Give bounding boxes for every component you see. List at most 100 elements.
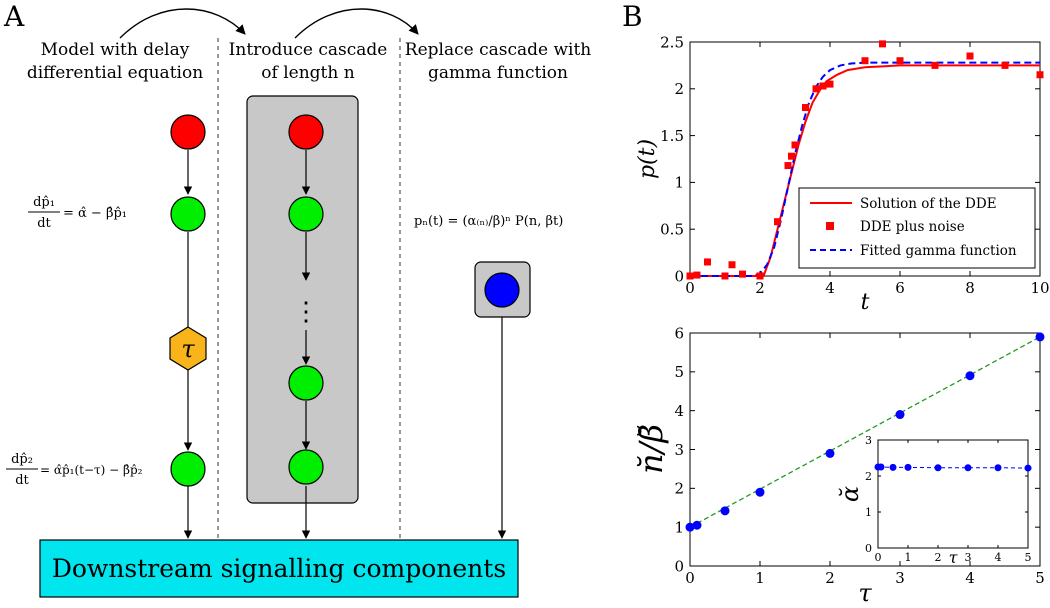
- green-node-c2-1: [288, 196, 324, 232]
- inset-point: [904, 463, 912, 471]
- noise-point: [812, 85, 820, 93]
- inset-ytick-label: 0: [865, 542, 872, 555]
- top-xtick-label: 4: [825, 279, 835, 297]
- noise-point: [802, 104, 809, 112]
- legend-swatch-noise: [826, 222, 834, 230]
- bottom-ytick-label: 2: [674, 480, 684, 498]
- noise-point: [728, 261, 736, 269]
- noise-point: [879, 40, 886, 48]
- col1-title-line2: differential equation: [27, 63, 203, 83]
- top-ytick-label: 1.5: [660, 127, 684, 145]
- ratio-point: [685, 522, 695, 532]
- downstream-box: [39, 539, 519, 598]
- noise-point: [704, 258, 711, 266]
- noise-point: [739, 270, 746, 278]
- inset-series: [874, 463, 1032, 472]
- ratio-point: [965, 371, 975, 381]
- bottom-ytick-label: 5: [674, 363, 684, 381]
- inset-ytick-label: 1: [865, 506, 872, 519]
- noise-point: [966, 52, 974, 60]
- series-gamma-line: [690, 61, 1040, 277]
- green-node-c1-bottom: [170, 451, 206, 487]
- legend-label-solution: Solution of the DDE: [860, 196, 997, 212]
- noise-point: [826, 80, 834, 88]
- panel-a: A Model with delay differential equation…: [3, 0, 592, 598]
- fit-line: [689, 336, 1041, 528]
- legend-box: [798, 187, 1036, 269]
- curved-arrow-2: [294, 8, 419, 39]
- top-xtick-label: 10: [1030, 279, 1049, 297]
- col1-title-line1: Model with delay: [41, 40, 190, 60]
- chart-bottom-xlabel: τ: [858, 579, 872, 607]
- bottom-ytick-label: 6: [674, 324, 684, 342]
- eq2-numerator: dp̂₂: [11, 452, 33, 467]
- red-node-c2: [288, 114, 324, 150]
- chart-bottom: 0 1 2 3 4 5 0 1 2 3 4 5 6 τ n̆/β̆ 0 1 2 3 4 5 0 1 2 3 τ ᾰ: [632, 324, 1045, 607]
- eq1-rhs: = α̂ − β̂p̂₁: [63, 206, 127, 221]
- bottom-xtick-label: 0: [685, 569, 695, 587]
- top-xtick-label: 2: [755, 279, 765, 297]
- noise-point: [756, 272, 764, 280]
- panel-b-label: B: [622, 0, 643, 33]
- chart-top-ylabel: p(t): [635, 139, 660, 179]
- inset-ylabel: ᾰ: [836, 486, 864, 502]
- inset-point: [994, 464, 1002, 472]
- ratio-point: [692, 520, 702, 530]
- noise-point: [861, 57, 869, 65]
- equation-1: dp̂₁ dt = α̂ − β̂p̂₁: [28, 195, 127, 231]
- top-xtick-label: 0: [685, 279, 695, 297]
- column-2-cascade: ⋮: [246, 95, 359, 539]
- inset-ytick-label: 2: [865, 470, 872, 483]
- inset-xtick-label: 0: [875, 551, 882, 564]
- inset-point: [934, 464, 942, 472]
- ratio-point: [895, 410, 905, 420]
- green-node-c2-2: [288, 365, 324, 401]
- chart-top-legend: Solution of the DDE DDE plus noise Fitte…: [798, 187, 1036, 269]
- top-ytick-label: 2.5: [660, 33, 684, 51]
- top-ytick-label: 0.5: [660, 220, 684, 238]
- chart-top: 0 2 4 6 8 10 0 0.5 1 1.5 2 2.5 t p(t) Solution of t…: [635, 33, 1050, 315]
- red-node-c1: [170, 114, 206, 150]
- inset-ytick-label: 3: [865, 434, 872, 447]
- ratio-point: [825, 448, 835, 458]
- top-ytick-label: 0: [674, 267, 684, 285]
- noise-point: [819, 82, 827, 90]
- chart-top-xlabel: t: [861, 290, 870, 315]
- chart-top-frame: [689, 41, 1041, 277]
- chart-top-series: [686, 40, 1044, 280]
- inset-xtick-label: 2: [935, 551, 942, 564]
- col3-title-line2: gamma function: [428, 63, 568, 83]
- noise-point: [1036, 71, 1044, 79]
- panel-a-label: A: [3, 0, 25, 33]
- bottom-xtick-label: 3: [895, 569, 905, 587]
- inset-xlabel: τ: [949, 548, 959, 567]
- noise-point: [774, 218, 781, 226]
- legend-label-noise: DDE plus noise: [860, 219, 965, 235]
- top-xtick-label: 6: [895, 279, 905, 297]
- inset-line: [878, 466, 1029, 469]
- inset-point: [964, 464, 972, 472]
- inset-point: [889, 463, 897, 471]
- chart-bottom-ticks: 0 1 2 3 4 5 0 1 2 3 4 5 6: [674, 324, 1044, 587]
- inset-xtick-label: 3: [965, 551, 972, 564]
- cascade-ellipsis: ⋮: [293, 297, 319, 327]
- column-3-gamma: [474, 261, 531, 539]
- legend-label-gamma: Fitted gamma function: [860, 243, 1017, 259]
- column-1-pathway: τ: [169, 114, 207, 539]
- eq1-numerator: dp̂₁: [33, 195, 55, 210]
- col3-title-line1: Replace cascade with: [405, 40, 592, 60]
- green-node-c2-3: [288, 449, 324, 485]
- ratio-point: [720, 506, 730, 516]
- bottom-xtick-label: 1: [755, 569, 765, 587]
- inset-ticks: 0 1 2 3 4 5 0 1 2 3: [865, 434, 1032, 564]
- equation-2: dp̂₂ dt = α̂p̂₁(t−τ) − β̂p̂₂: [6, 452, 143, 488]
- eq1-denominator: dt: [37, 216, 51, 231]
- eq2-denominator: dt: [15, 473, 29, 488]
- green-node-c1-top: [170, 196, 206, 232]
- series-solution-line: [690, 64, 1040, 277]
- inset-point: [877, 463, 885, 471]
- delay-hexagon: [169, 326, 207, 371]
- inset-xtick-label: 1: [905, 551, 912, 564]
- bottom-xtick-label: 4: [965, 569, 975, 587]
